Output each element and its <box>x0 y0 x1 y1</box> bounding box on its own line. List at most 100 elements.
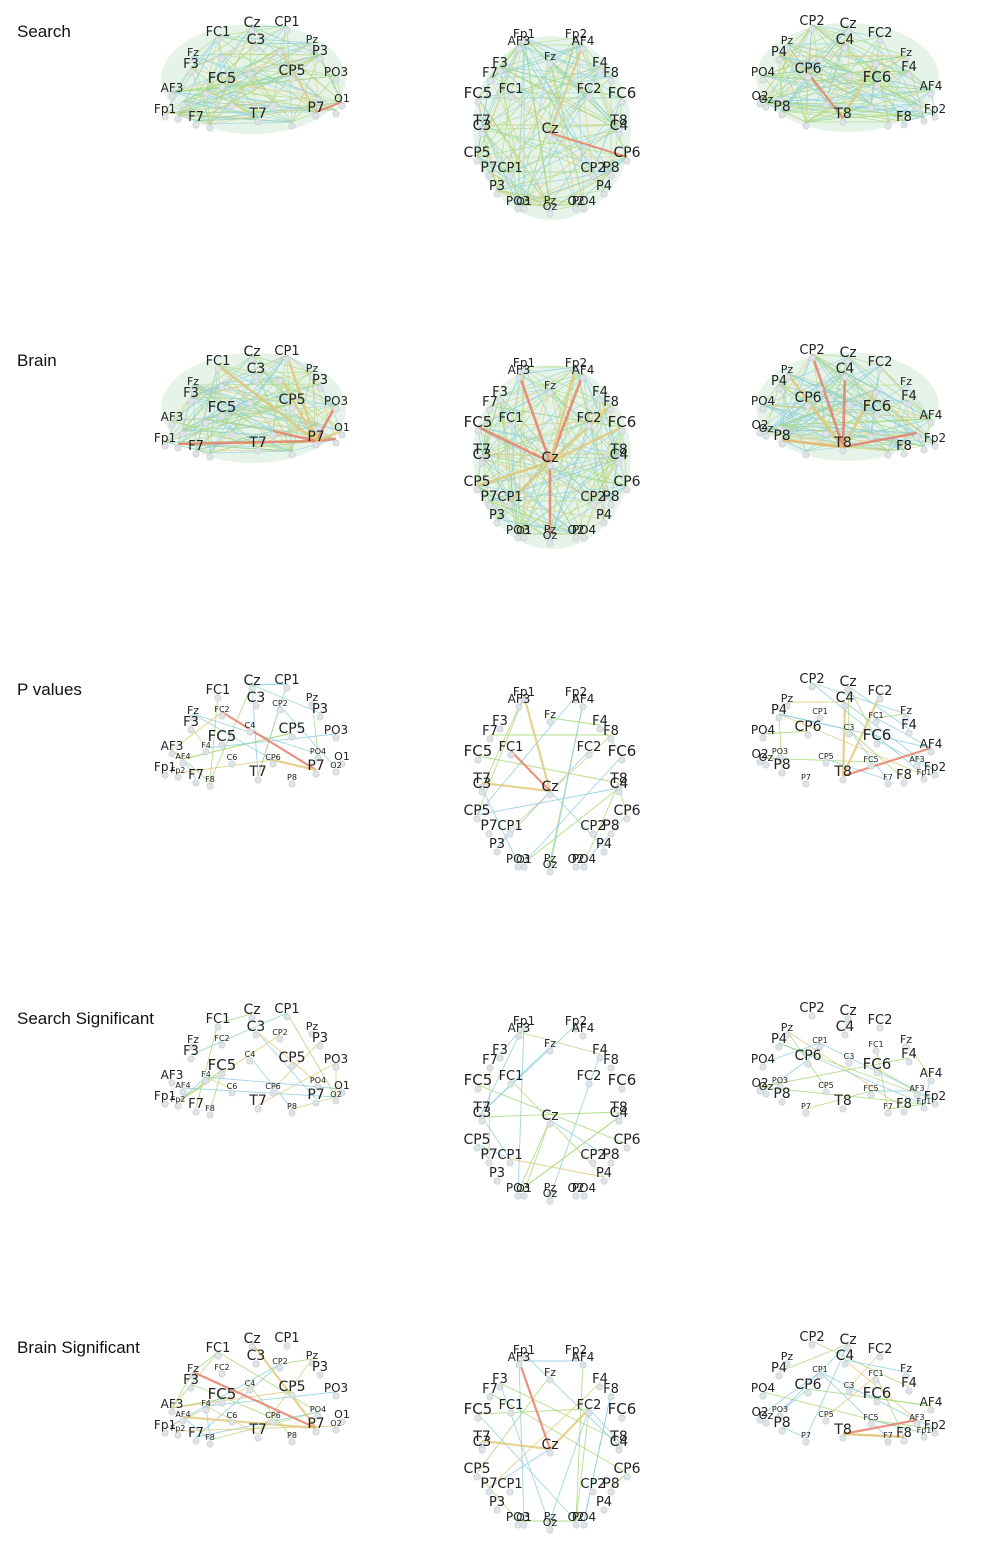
connection-edge <box>477 388 551 428</box>
electrode-node <box>478 459 486 467</box>
connection-edge <box>805 81 878 123</box>
electrode-node <box>802 1438 810 1446</box>
connection-edge <box>549 204 585 211</box>
electrode-label-small: FC2 <box>214 1363 229 1372</box>
connection-edge <box>177 1034 281 1103</box>
electrode-label: P7 <box>480 489 497 505</box>
electrode-nodes <box>473 38 631 218</box>
electrode-label: F4 <box>592 714 608 729</box>
connection-edge <box>205 82 223 91</box>
electrode-node <box>873 740 881 748</box>
electrode-label-small: CP6 <box>265 753 281 762</box>
electrode-label: F8 <box>603 1382 619 1397</box>
electrode-label: FC5 <box>464 742 493 760</box>
connection-edge <box>481 124 612 173</box>
connection-edge <box>291 371 313 452</box>
connection-edge <box>496 518 585 535</box>
connection-edge <box>765 365 881 433</box>
electrode-label: Fp2 <box>924 102 946 116</box>
connection-edge <box>759 70 910 101</box>
electrode-label: T7 <box>472 113 490 129</box>
electrode-node <box>332 768 340 776</box>
electrode-label: Pz <box>781 692 794 705</box>
electrode-node <box>254 776 262 784</box>
electrode-label-small: CP5 <box>818 1410 834 1419</box>
electrode-node <box>218 1070 226 1078</box>
electrode-node <box>218 383 226 391</box>
connection-edge <box>779 43 788 97</box>
electrode-label: P3 <box>312 44 328 59</box>
electrode-node <box>783 373 791 381</box>
connection-edge <box>781 365 881 441</box>
electrode-node <box>776 425 784 433</box>
connection-edge <box>779 372 788 426</box>
connection-edge <box>786 372 932 420</box>
electrode-label: Pz <box>544 1510 557 1523</box>
electrode-node <box>778 1427 786 1435</box>
connection-edge <box>488 171 551 211</box>
electrode-node <box>872 718 880 726</box>
electrode-node <box>308 701 316 709</box>
connection-edge <box>575 1408 590 1522</box>
left-view-network: FC1 Cz CP1 C3 F3 CP5 P3 FC5 P7 T7 F7 AF3 Fp1 Fz Pz PO3 O… <box>154 1331 350 1448</box>
edges <box>164 25 343 125</box>
left-view-network: FC1 Cz CP1 C3 F3 CP5 P3 FC5 P7 T7 F7 AF3 Fp1 Fz Pz PO3 O… <box>154 1002 350 1119</box>
electrode-node <box>202 419 210 427</box>
electrode-label: CP1 <box>274 15 299 30</box>
connection-edge <box>762 1042 821 1064</box>
electrode-node <box>600 1177 608 1185</box>
electrode-node <box>580 534 588 542</box>
electrode-node <box>596 1054 604 1062</box>
electrode-label: O2 <box>567 852 584 866</box>
electrode-label: PO3 <box>324 1381 348 1395</box>
connection-edge <box>523 37 620 131</box>
electrode-node <box>246 1386 254 1394</box>
edges <box>759 1340 936 1439</box>
electrode-label-small: FC1 <box>868 1369 883 1378</box>
edges <box>164 1342 337 1441</box>
electrode-label: O1 <box>516 1511 532 1524</box>
electrode-node <box>913 762 921 770</box>
connection-edge <box>847 685 910 730</box>
electrode-label: P8 <box>773 1415 790 1431</box>
electrode-node <box>520 38 528 46</box>
electrode-label: F4 <box>901 718 917 733</box>
electrode-label: F7 <box>188 439 204 454</box>
connection-edge <box>523 366 612 407</box>
connection-edge <box>205 1391 337 1407</box>
connection-edge <box>499 66 620 131</box>
electrode-labels: FC1 Cz CP1 C3 F3 CP5 P3 FC5 P7 T7 F7 AF3 Fp1 Fz Pz PO3 O… <box>154 1331 350 1442</box>
electrode-label: FC2 <box>868 26 893 41</box>
connection-edge <box>171 1371 194 1409</box>
electrode-label: F3 <box>492 1372 508 1387</box>
connection-edge <box>221 53 321 56</box>
electrode-node <box>192 1108 200 1116</box>
connection-edge <box>164 441 211 454</box>
electrode-node <box>316 384 324 392</box>
electrode-node <box>867 1420 875 1428</box>
edges <box>476 366 628 540</box>
electrode-label: FC1 <box>499 1398 524 1413</box>
electrode-node <box>816 56 824 64</box>
connection-edge <box>251 25 288 28</box>
connection-edge <box>575 426 623 535</box>
electrode-label: Fz <box>544 708 556 721</box>
connection-edge <box>489 37 525 78</box>
electrode-label: PO3 <box>324 65 348 79</box>
strong-connection-edge <box>841 388 878 448</box>
connection-edge <box>549 1119 612 1160</box>
connection-edge <box>811 24 925 118</box>
electrode-node <box>187 1384 195 1392</box>
electrode-label: CP2 <box>799 672 824 687</box>
connection-edge <box>251 26 321 56</box>
electrode-node <box>174 444 182 452</box>
electrode-label: T8 <box>833 106 851 122</box>
connection-edge <box>221 54 321 84</box>
electrode-label: T7 <box>472 1100 490 1116</box>
electrode-node <box>179 101 187 109</box>
electrode-nodes <box>756 683 939 788</box>
connection-edge <box>549 388 585 535</box>
electrode-node <box>580 1192 588 1200</box>
electrode-label: PO3 <box>324 723 348 737</box>
electrode-node <box>920 1104 928 1112</box>
